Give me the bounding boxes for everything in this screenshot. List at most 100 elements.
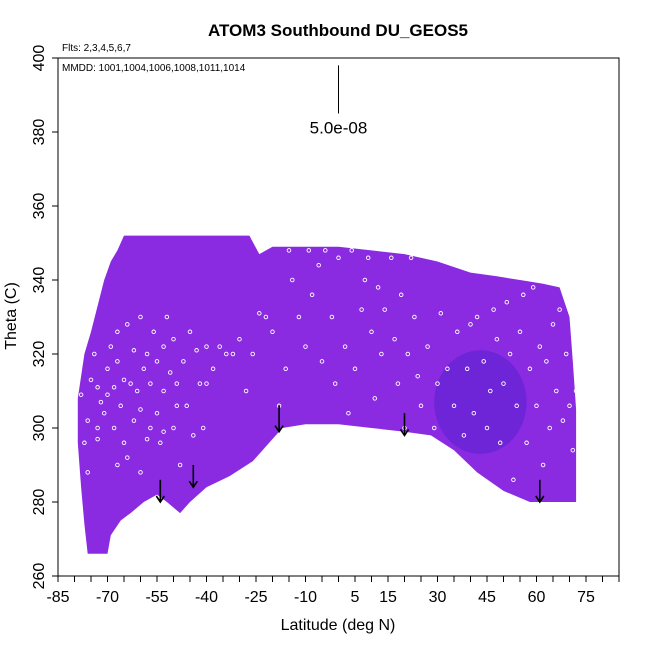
track-point — [547, 425, 552, 431]
track-point — [494, 336, 500, 342]
track-point — [98, 399, 104, 405]
track-point — [95, 436, 100, 442]
direction-arrow — [188, 465, 198, 489]
track-point — [570, 447, 576, 453]
track-point — [296, 314, 302, 320]
track-point — [121, 440, 127, 446]
scale-label: 5.0e-08 — [310, 119, 368, 138]
track-point — [369, 329, 374, 335]
track-point — [464, 366, 470, 372]
x-tick-label: -85 — [46, 589, 69, 606]
track-point — [111, 425, 117, 431]
track-point — [349, 248, 354, 253]
track-point — [286, 248, 292, 253]
track-point — [309, 292, 315, 298]
track-point — [181, 359, 186, 364]
track-point — [174, 403, 180, 409]
track-point — [534, 403, 539, 409]
track-point — [134, 388, 140, 394]
track-point — [544, 359, 549, 364]
track-point — [224, 351, 229, 357]
track-point — [560, 418, 566, 423]
track-point — [389, 255, 394, 261]
track-point — [573, 388, 579, 394]
track-point — [445, 366, 450, 372]
track-point — [171, 336, 176, 342]
y-tick-label: 260 — [31, 563, 48, 590]
track-point — [263, 314, 269, 320]
track-point — [174, 381, 180, 386]
track-point — [148, 425, 153, 431]
track-point — [527, 366, 533, 372]
track-point — [418, 403, 424, 409]
track-point — [171, 425, 176, 431]
track-point — [177, 462, 183, 468]
track-point — [435, 381, 440, 386]
y-tick-label: 400 — [31, 45, 48, 72]
flight-track-points — [78, 248, 579, 483]
track-point — [342, 344, 348, 349]
track-point — [550, 322, 556, 327]
track-point — [359, 307, 364, 312]
track-point — [405, 351, 411, 357]
track-point — [257, 311, 262, 316]
track-point — [161, 388, 166, 394]
track-point — [108, 344, 114, 349]
x-tick-label: -10 — [294, 589, 317, 606]
track-point — [537, 344, 543, 349]
track-point — [395, 381, 401, 386]
x-tick-label: 60 — [528, 589, 546, 606]
track-point — [158, 440, 163, 446]
track-point — [125, 322, 130, 327]
x-tick-label: -70 — [96, 589, 119, 606]
x-tick-label: 15 — [379, 589, 397, 606]
track-point — [243, 388, 249, 394]
track-point — [507, 351, 513, 357]
x-tick-label: -55 — [145, 589, 168, 606]
track-point — [408, 255, 414, 261]
track-point — [362, 277, 368, 283]
track-point — [554, 388, 559, 394]
track-point — [365, 255, 371, 261]
track-point — [187, 329, 193, 335]
track-point — [115, 462, 120, 468]
track-point — [128, 381, 133, 386]
direction-arrow — [155, 479, 165, 504]
track-point — [250, 351, 255, 357]
x-tick-label: 30 — [429, 589, 447, 606]
track-point — [491, 307, 496, 312]
track-point — [95, 385, 100, 390]
track-point — [197, 381, 203, 386]
track-point — [161, 429, 166, 434]
track-point — [517, 329, 523, 335]
concentration-field — [77, 235, 577, 554]
track-point — [105, 366, 110, 372]
direction-arrows — [155, 405, 545, 504]
track-point — [118, 403, 123, 409]
y-tick-label: 380 — [31, 119, 48, 146]
x-tick-label: 5 — [351, 589, 360, 606]
track-point — [148, 381, 153, 386]
track-point — [521, 292, 526, 298]
x-tick-label: -40 — [195, 589, 218, 606]
track-point — [125, 455, 130, 460]
track-point — [78, 392, 84, 397]
track-point — [379, 351, 384, 357]
track-point — [92, 351, 97, 357]
track-point — [488, 388, 493, 394]
y-tick-label: 300 — [31, 415, 48, 442]
track-point — [283, 366, 288, 372]
track-point — [431, 425, 437, 431]
track-point — [144, 436, 150, 442]
y-tick-label: 340 — [31, 267, 48, 294]
track-point — [382, 307, 387, 312]
track-point — [425, 344, 430, 349]
x-tick-label: 75 — [577, 589, 595, 606]
x-tick-label: 45 — [478, 589, 496, 606]
y-axis: 260 280 300 320 340 360 380 400 — [31, 45, 59, 590]
track-point — [115, 329, 120, 335]
track-point — [131, 418, 137, 423]
track-point — [306, 248, 312, 253]
track-point — [88, 377, 94, 383]
